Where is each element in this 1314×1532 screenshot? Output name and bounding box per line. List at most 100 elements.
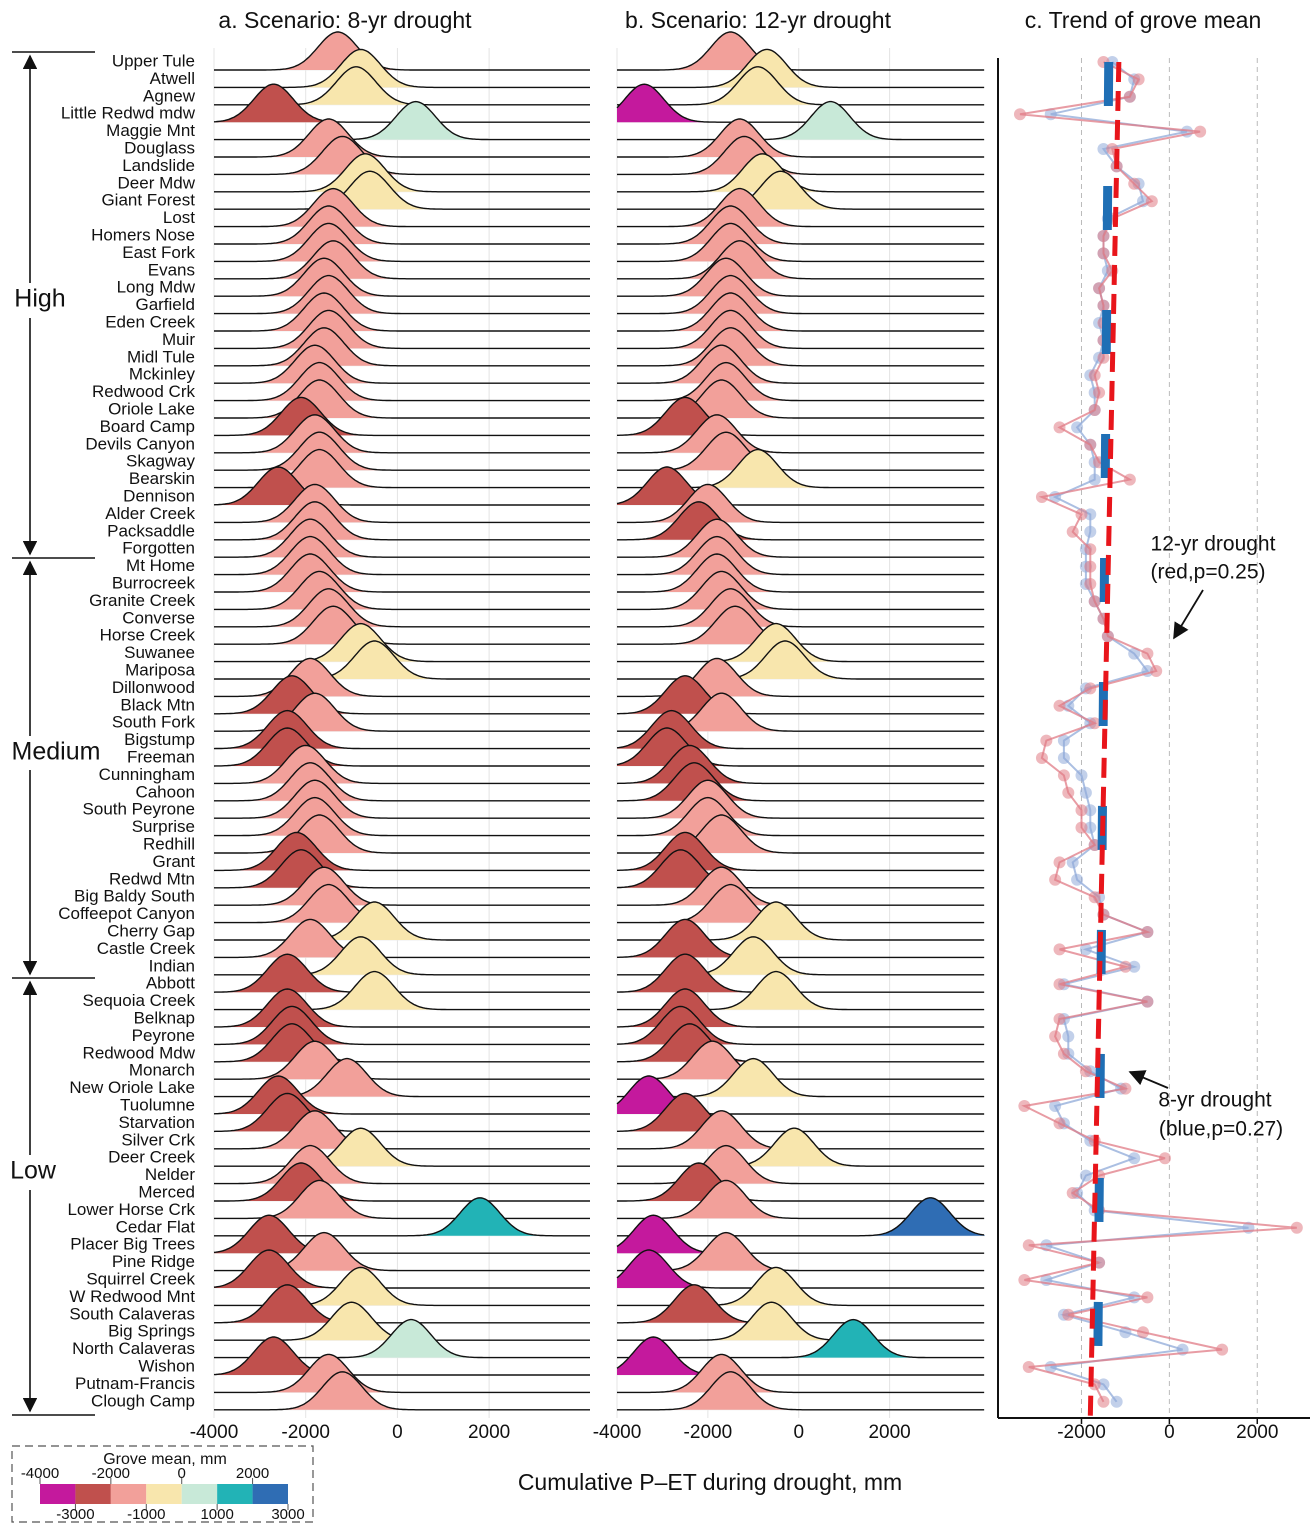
grove-label: Midl Tule xyxy=(127,347,195,366)
grove-label: Dennison xyxy=(123,486,195,505)
ridge-outline xyxy=(214,205,590,245)
x-tick-label: 0 xyxy=(392,1422,403,1443)
ridge-density xyxy=(617,1110,985,1149)
x-axis-label: Cumulative P–ET during drought, mm xyxy=(518,1469,902,1495)
grove-point xyxy=(1084,438,1097,451)
ridge-density xyxy=(214,693,590,732)
ridge-outline xyxy=(214,535,590,576)
grove-point xyxy=(1062,786,1075,799)
grove-label: Suwanee xyxy=(124,643,195,662)
grove-label: Belknap xyxy=(134,1008,195,1027)
ridge-density xyxy=(617,397,985,436)
ridge-density xyxy=(214,954,590,993)
grove-point xyxy=(1150,665,1163,677)
ridge-outline xyxy=(617,274,985,315)
ridge-density xyxy=(214,49,590,88)
ridge-outline xyxy=(617,535,985,576)
grove-point xyxy=(1128,177,1141,190)
grove-point xyxy=(1141,995,1154,1008)
ridge-density xyxy=(617,345,985,384)
ridge-density xyxy=(214,84,590,123)
grove-label: Starvation xyxy=(118,1113,195,1132)
ridge-density xyxy=(617,641,985,679)
grove-point xyxy=(1079,943,1092,956)
ridge-outline xyxy=(213,727,590,767)
ridge-outline xyxy=(617,1284,985,1324)
x-tick-label: -2000 xyxy=(1057,1422,1106,1443)
grove-point xyxy=(1141,926,1154,938)
grove-label: Board Camp xyxy=(100,417,195,436)
ridge-outline xyxy=(214,1353,590,1394)
x-tick-label: -4000 xyxy=(190,1422,239,1443)
ridge-outline xyxy=(617,588,985,628)
grove-label: Bigstump xyxy=(124,730,195,749)
grove-point xyxy=(1097,143,1110,155)
ridge-density xyxy=(214,32,590,70)
grove-label: Tuolumne xyxy=(120,1095,195,1114)
grove-label: South Calaveras xyxy=(69,1304,195,1323)
ridge-density xyxy=(617,954,985,993)
ridge-outline xyxy=(617,553,985,593)
ridge-outline xyxy=(617,918,985,959)
ridge-density xyxy=(617,1006,985,1045)
grove-point xyxy=(1141,647,1154,660)
grove-label: Black Mtn xyxy=(120,695,195,714)
ridge-outline xyxy=(214,1023,590,1063)
grove-label: Putnam-Francis xyxy=(75,1374,195,1393)
grove-label: South Peyrone xyxy=(83,800,195,819)
ridge-density xyxy=(617,32,985,70)
grove-point xyxy=(1097,299,1110,312)
ridge-density xyxy=(617,206,985,244)
grove-point xyxy=(1053,699,1066,712)
ridge-density xyxy=(617,327,985,366)
grove-point xyxy=(1119,960,1132,973)
ridge-density xyxy=(617,832,985,871)
ridge-density xyxy=(617,1302,985,1341)
grove-point xyxy=(1018,1100,1031,1112)
grove-label: Redwd Mtn xyxy=(109,869,195,888)
ridge-outline xyxy=(617,344,985,384)
ridge-outline xyxy=(617,135,985,176)
ridge-density xyxy=(617,49,985,88)
grove-point xyxy=(1049,1030,1062,1043)
grove-point xyxy=(1119,1082,1132,1095)
grove-label: Little Redwd mdw xyxy=(61,104,196,123)
ridge-density xyxy=(214,919,590,958)
grove-label: Converse xyxy=(122,608,195,627)
grove-label: Atwell xyxy=(150,69,195,88)
ridge-outline xyxy=(617,205,985,245)
grove-point xyxy=(1075,508,1088,521)
ridge-density xyxy=(214,101,590,140)
grove-label: Castle Creek xyxy=(97,939,196,958)
grove-label: Cahoon xyxy=(135,782,195,801)
ridge-outline xyxy=(213,1249,590,1289)
x-tick-label: 2000 xyxy=(868,1422,910,1443)
group-label: Low xyxy=(10,1157,57,1185)
grove-label: Merced xyxy=(138,1182,195,1201)
ridge-density xyxy=(617,902,985,940)
legend-label: 2000 xyxy=(236,1465,269,1482)
ridge-density xyxy=(617,1076,985,1114)
ridge-outline xyxy=(617,622,985,663)
grove-point xyxy=(1066,525,1079,538)
ridge-outline xyxy=(617,1353,985,1394)
ridge-outline xyxy=(214,483,590,524)
ridge-density xyxy=(617,989,985,1027)
ridge-outline xyxy=(213,1092,590,1133)
legend-swatch xyxy=(217,1484,253,1504)
x-tick-label: 0 xyxy=(1164,1422,1175,1443)
ridge-outline xyxy=(214,883,590,924)
grove-point xyxy=(1132,73,1145,86)
ridge-outline xyxy=(214,518,590,558)
grove-point xyxy=(1093,282,1106,295)
grove-label: Upper Tule xyxy=(112,51,195,70)
grove-point xyxy=(1084,821,1097,834)
grove-label: Nelder xyxy=(145,1165,195,1184)
ridge-outline xyxy=(214,414,590,454)
ridge-density xyxy=(214,223,590,262)
grove-point xyxy=(1084,508,1097,521)
legend-swatch xyxy=(40,1484,76,1504)
ridge-density xyxy=(214,902,590,940)
grove-point xyxy=(1049,1100,1062,1112)
